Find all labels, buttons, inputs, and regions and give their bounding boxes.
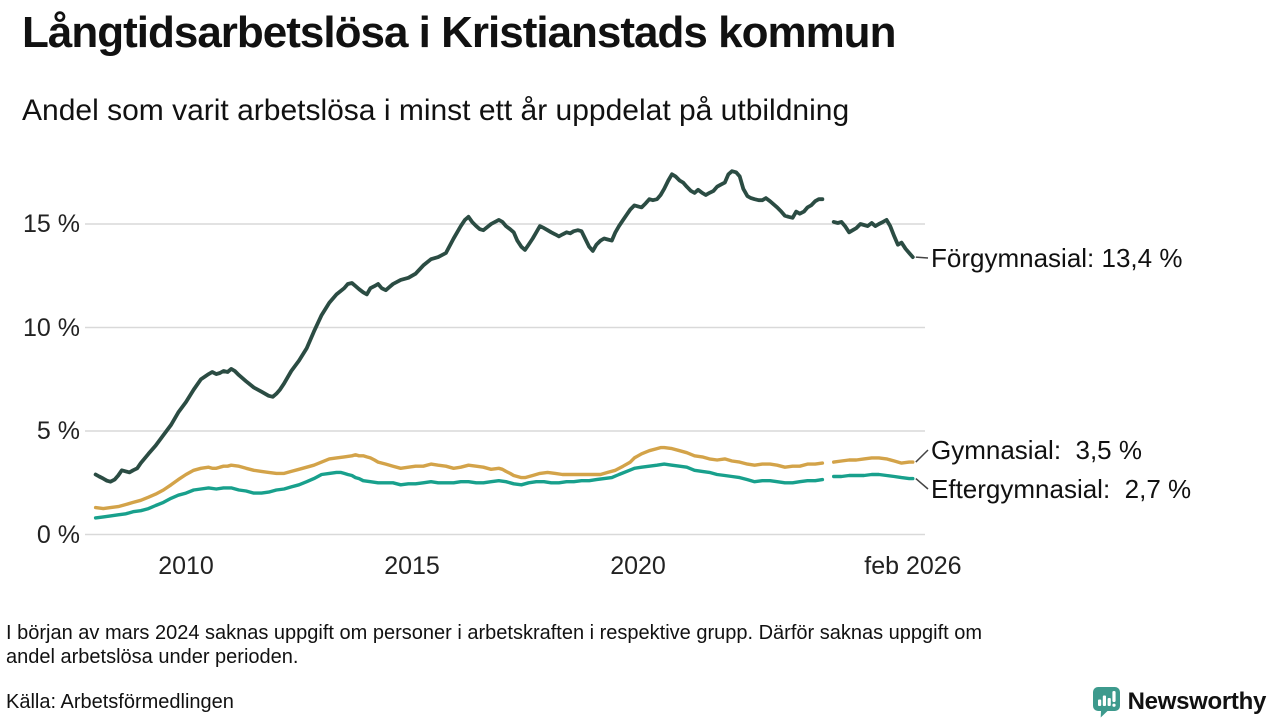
x-tick-label: 2010	[158, 552, 214, 580]
series-line-förgymnasial	[93, 169, 825, 484]
series-line-gymnasial	[93, 445, 825, 511]
chart-footnote: I början av mars 2024 saknas uppgift om …	[6, 622, 982, 669]
y-tick-label: 15 %	[23, 210, 80, 238]
series-label-forgymnasial: Förgymnasial: 13,4 %	[931, 243, 1183, 273]
y-tick-label: 10 %	[23, 313, 80, 342]
series-line-eftergymnasial	[93, 462, 825, 520]
source-credit: Källa: Arbetsförmedlingen	[6, 691, 234, 713]
page-subtitle: Andel som varit arbetslösa i minst ett å…	[22, 94, 850, 127]
series-label-gymnasial: Gymnasial: 3,5 %	[931, 435, 1142, 465]
series-label-eftergymnasial: Eftergymnasial: 2,7 %	[931, 474, 1192, 504]
page-title: Långtidsarbetslösa i Kristianstads kommu…	[22, 8, 896, 57]
footnote-line-2: andel arbetslösa under perioden.	[6, 645, 299, 668]
series-line-förgymnasial	[831, 217, 915, 260]
series-line-gymnasial	[832, 456, 915, 465]
newsworthy-branding: Newsworthy	[1092, 686, 1266, 718]
y-tick-label: 5 %	[36, 417, 80, 445]
label-leader-line	[915, 256, 929, 259]
y-tick-label: 0 %	[36, 520, 80, 549]
x-tick-label: feb 2026	[864, 552, 962, 580]
newsworthy-wordmark: Newsworthy	[1127, 688, 1267, 715]
series-line-eftergymnasial	[832, 472, 915, 481]
label-leader-line	[915, 478, 929, 490]
x-tick-label: 2015	[384, 552, 440, 580]
label-leader-line	[915, 449, 929, 463]
footnote-line-1: I början av mars 2024 saknas uppgift om …	[6, 622, 983, 644]
newsworthy-logo-icon	[1092, 687, 1120, 718]
x-tick-label: 2020	[610, 552, 666, 580]
